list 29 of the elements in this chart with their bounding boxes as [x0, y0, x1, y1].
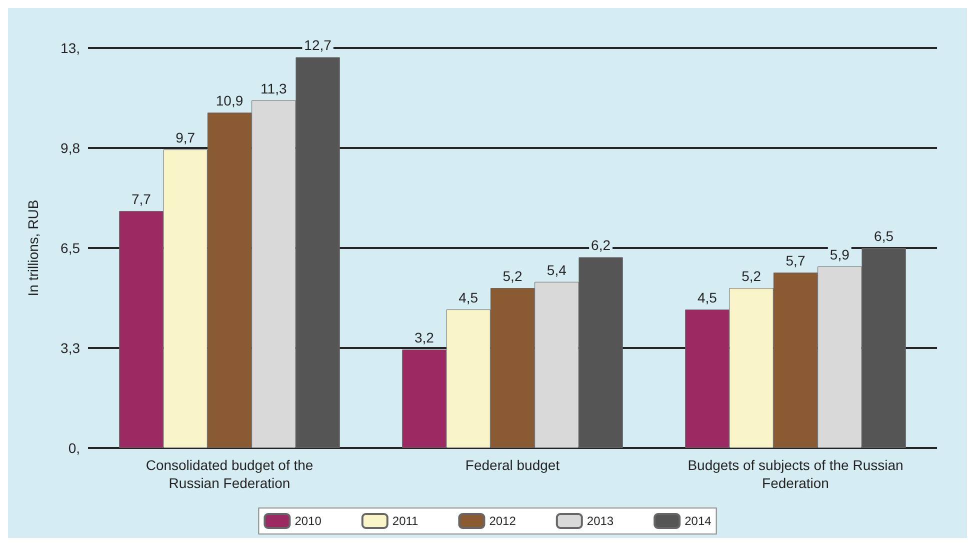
y-tick-label: 9,8	[60, 140, 80, 156]
x-tick-label: Federal budget	[465, 457, 560, 473]
legend-label: 2010	[294, 514, 322, 528]
legend-label: 2014	[684, 514, 712, 528]
y-tick-label: 13,	[60, 40, 80, 56]
x-tick-label: Consolidated budget of the Russian Federation	[146, 457, 314, 491]
y-tick-label: 0,	[68, 440, 80, 456]
data-label: 5,4	[546, 262, 567, 278]
x-tick-label: Budgets of subjects of the Russian Federation	[688, 457, 904, 491]
data-label: 5,9	[830, 246, 850, 262]
data-label: 10,9	[216, 92, 244, 109]
y-tick-label: 3,3	[60, 340, 80, 356]
data-label: 7,7	[131, 191, 152, 208]
legend-label: 2012	[489, 514, 516, 528]
data-label: 6,2	[591, 237, 611, 254]
data-label: 11,3	[260, 80, 287, 96]
data-label: 5,2	[502, 268, 522, 284]
data-label: 4,5	[697, 290, 718, 306]
data-label: 5,2	[742, 268, 762, 284]
data-label: 6,5	[874, 228, 894, 244]
data-label: 5,7	[786, 252, 806, 269]
data-label: 9,7	[176, 130, 196, 146]
data-label: 12,7	[304, 37, 332, 54]
data-label: 4,5	[458, 290, 478, 306]
legend-label: 2013	[586, 514, 614, 528]
y-tick-label: 6,5	[60, 240, 80, 256]
y-axis-title: In trillions, RUB	[25, 200, 41, 296]
data-label: 3,2	[414, 330, 434, 346]
legend-label: 2011	[392, 514, 419, 528]
